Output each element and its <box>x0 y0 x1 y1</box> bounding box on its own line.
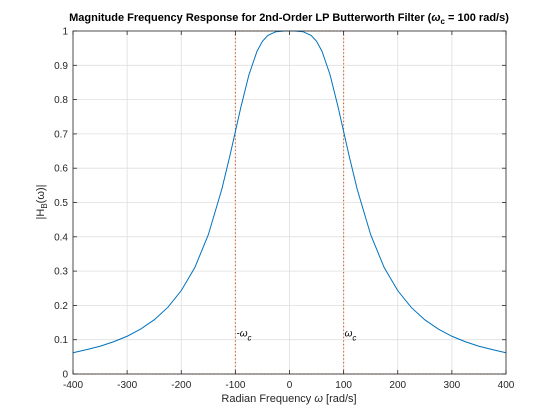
x-tick-label: 200 <box>389 380 406 391</box>
x-tick-label: 100 <box>335 380 352 391</box>
x-tick-label: -300 <box>117 380 137 391</box>
annotations: -ωc ωc <box>236 329 356 343</box>
y-tick-label: 0.3 <box>54 267 68 278</box>
y-tick-label: 0 <box>62 370 68 381</box>
x-tick-label: 400 <box>498 380 515 391</box>
grid <box>72 30 507 375</box>
cutoff-frequency-annotation: ωc <box>345 329 357 343</box>
x-tick-label: 0 <box>287 380 293 391</box>
y-tick-label: 0.8 <box>54 95 68 106</box>
y-tick-label: 0.1 <box>54 335 68 346</box>
tick-labels: -400 -300 -200 -100 0 100 200 300 400 0 0.1 0.2 0.3 0… <box>54 27 515 392</box>
y-tick-label: 0.7 <box>54 129 68 140</box>
cutoff-frequency-annotation: -ωc <box>236 329 251 343</box>
chart-title: Magnitude Frequency Response for 2nd-Ord… <box>69 12 509 26</box>
y-tick-label: 0.2 <box>54 301 68 312</box>
y-tick-label: 0.9 <box>54 61 68 72</box>
x-axis-label: Radian Frequency ω [rad/s] <box>221 393 356 405</box>
y-tick-label: 0.5 <box>54 198 68 209</box>
y-tick-label: 1 <box>62 27 68 38</box>
axes <box>72 30 507 375</box>
x-tick-label: -100 <box>225 380 245 391</box>
y-tick-label: 0.4 <box>54 232 68 243</box>
x-tick-label: -200 <box>171 380 191 391</box>
y-tick-label: 0.6 <box>54 164 68 175</box>
x-tick-label: 300 <box>444 380 461 391</box>
x-tick-label: -400 <box>63 380 83 391</box>
y-axis-label: |HB(ω)| <box>35 185 49 220</box>
